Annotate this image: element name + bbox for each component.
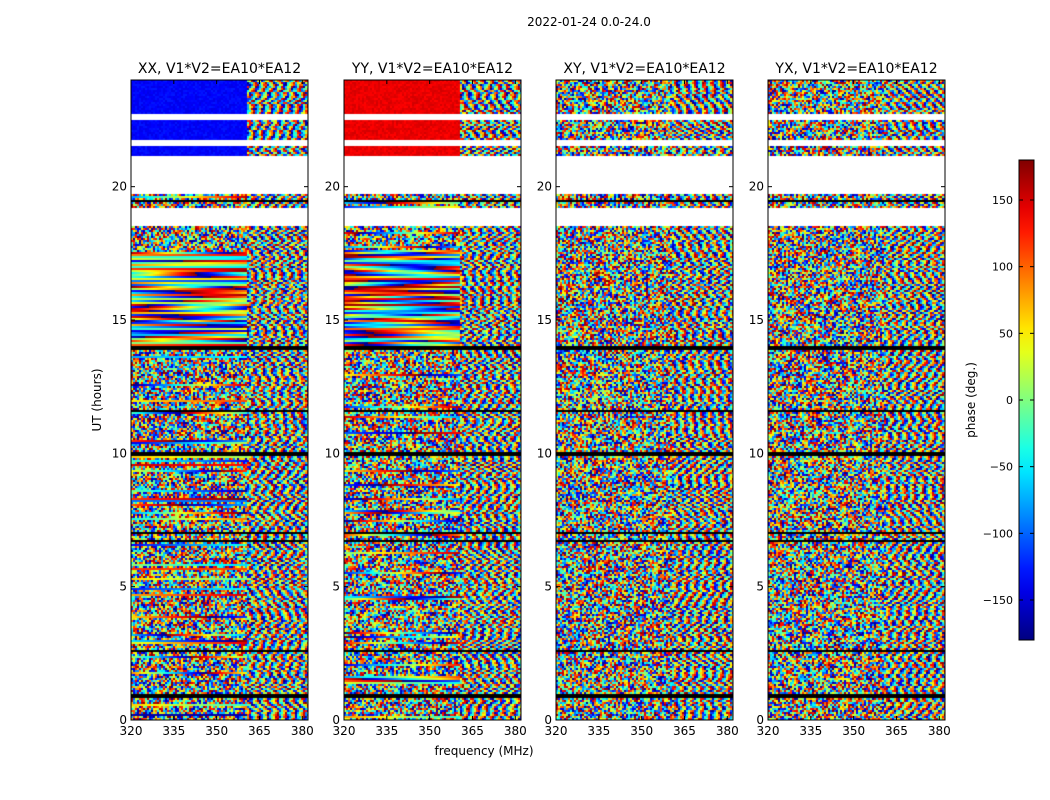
y-tick-label: 20 xyxy=(112,180,127,194)
y-tick-label: 20 xyxy=(749,180,764,194)
panel-xy: XY, V1*V2=EA10*EA12 320 335 350 365 380 0 5 10 15… xyxy=(537,61,739,738)
panel-frame xyxy=(130,79,309,721)
x-tick-label: 380 xyxy=(291,724,314,738)
y-tick-label: 15 xyxy=(112,313,127,327)
y-tick-label: 5 xyxy=(544,580,552,594)
y-tick-label: 0 xyxy=(119,713,127,727)
y-tick-label: 15 xyxy=(325,313,340,327)
y-tick-label: 0 xyxy=(544,713,552,727)
x-tick-label: 380 xyxy=(928,724,951,738)
panel-title: YX, V1*V2=EA10*EA12 xyxy=(774,61,937,77)
colorbar-tick-label: −100 xyxy=(983,527,1013,540)
colorbar-tick-label: −50 xyxy=(990,461,1013,474)
panel-title: YY, V1*V2=EA10*EA12 xyxy=(351,61,513,77)
panel-title: XY, V1*V2=EA10*EA12 xyxy=(563,61,725,77)
colorbar-tick-label: 50 xyxy=(999,327,1013,340)
y-tick-label: 10 xyxy=(537,446,552,460)
colorbar-tick-label: 100 xyxy=(992,261,1013,274)
panel-title: XX, V1*V2=EA10*EA12 xyxy=(138,61,301,77)
heatmap-image-xx xyxy=(131,80,308,720)
colorbar-tick-label: 0 xyxy=(1006,394,1013,407)
heatmap-image-xy xyxy=(556,80,733,720)
x-tick-label: 365 xyxy=(673,724,696,738)
x-tick-label: 365 xyxy=(248,724,271,738)
panel-xx: XX, V1*V2=EA10*EA12 320 335 350 365 380 0 5 10 15… xyxy=(112,61,314,738)
x-tick-label: 335 xyxy=(162,724,185,738)
y-tick-label: 15 xyxy=(749,313,764,327)
colorbar-label: phase (deg.) xyxy=(964,362,978,438)
y-axis-label: UT (hours) xyxy=(90,368,104,431)
panel-yy: YY, V1*V2=EA10*EA12 320 335 350 365 380 0 5 10 15… xyxy=(325,61,527,738)
heatmap-image-yy xyxy=(344,80,521,720)
x-tick-label: 350 xyxy=(205,724,228,738)
x-tick-label: 335 xyxy=(799,724,822,738)
colorbar-tick-label: 150 xyxy=(992,194,1013,207)
y-tick-label: 20 xyxy=(537,180,552,194)
y-tick-label: 15 xyxy=(537,313,552,327)
panels: XX, V1*V2=EA10*EA12 320 335 350 365 380 0 5 10 15… xyxy=(112,61,951,738)
x-tick-label: 335 xyxy=(375,724,398,738)
y-tick-label: 10 xyxy=(112,446,127,460)
panel-frame xyxy=(555,79,734,721)
x-tick-label: 365 xyxy=(461,724,484,738)
x-tick-label: 350 xyxy=(418,724,441,738)
y-tick-label: 0 xyxy=(756,713,764,727)
panel-frame xyxy=(767,79,946,721)
x-tick-label: 320 xyxy=(333,724,356,738)
colorbar-tick-label: −150 xyxy=(983,594,1013,607)
figure-suptitle: 2022-01-24 0.0-24.0 xyxy=(527,15,651,29)
x-tick-label: 320 xyxy=(545,724,568,738)
y-tick-label: 10 xyxy=(325,446,340,460)
y-tick-label: 10 xyxy=(749,446,764,460)
x-tick-label: 320 xyxy=(120,724,143,738)
y-tick-label: 5 xyxy=(332,580,340,594)
x-tick-label: 320 xyxy=(757,724,780,738)
panel-frame xyxy=(343,79,522,721)
x-tick-label: 380 xyxy=(504,724,527,738)
panel-yx: YX, V1*V2=EA10*EA12 320 335 350 365 380 0 5 10 15… xyxy=(749,61,951,738)
y-tick-label: 20 xyxy=(325,180,340,194)
x-tick-label: 350 xyxy=(630,724,653,738)
heatmap-image-yx xyxy=(768,80,945,720)
x-axis-label: frequency (MHz) xyxy=(434,744,533,758)
y-tick-label: 0 xyxy=(332,713,340,727)
x-tick-label: 335 xyxy=(587,724,610,738)
x-tick-label: 365 xyxy=(885,724,908,738)
y-tick-label: 5 xyxy=(756,580,764,594)
colorbar: −150 −100 −50 0 50 100 150 xyxy=(983,159,1035,641)
y-tick-label: 5 xyxy=(119,580,127,594)
x-tick-label: 380 xyxy=(716,724,739,738)
x-tick-label: 350 xyxy=(842,724,865,738)
